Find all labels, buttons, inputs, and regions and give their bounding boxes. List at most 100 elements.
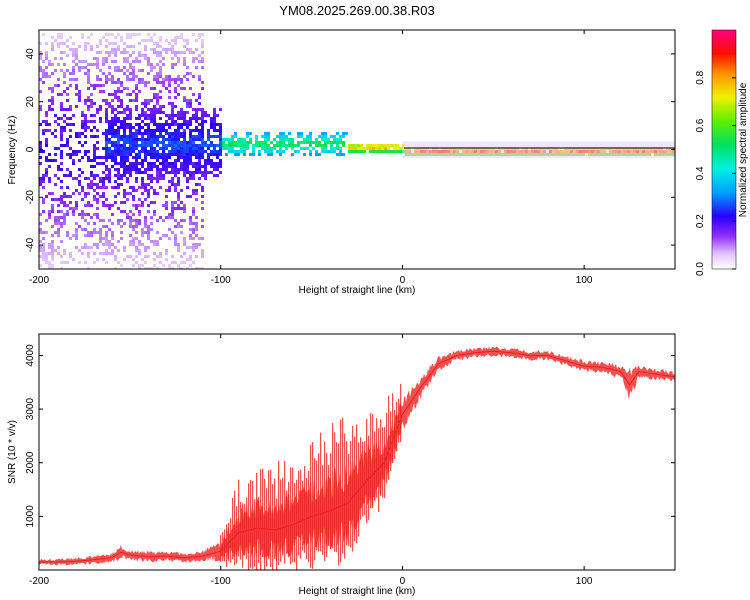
heatmap-cell xyxy=(144,261,147,264)
heatmap-cell xyxy=(105,33,108,36)
heatmap-halo xyxy=(564,141,568,158)
heatmap-cell xyxy=(120,90,123,93)
heatmap-cell xyxy=(171,261,174,264)
heatmap-cell xyxy=(213,114,216,117)
heatmap-halo xyxy=(657,141,661,158)
heatmap-cell xyxy=(111,78,114,81)
heatmap-cell xyxy=(72,60,75,63)
heatmap-cell xyxy=(306,138,309,141)
heatmap-cell xyxy=(108,219,111,222)
heatmap-cell xyxy=(75,189,78,192)
heatmap-cell xyxy=(54,249,57,252)
heatmap-cell xyxy=(177,111,180,114)
heatmap-cell xyxy=(303,141,306,144)
heatmap-cell xyxy=(156,75,159,78)
heatmap-cell xyxy=(168,141,171,144)
heatmap-cell xyxy=(120,165,123,168)
heatmap-cell xyxy=(117,48,120,51)
heatmap-cell xyxy=(123,153,126,156)
heatmap-cell xyxy=(129,210,132,213)
heatmap-cell xyxy=(159,168,162,171)
heatmap-cell xyxy=(162,63,165,66)
heatmap-cell xyxy=(63,174,66,177)
heatmap-cell xyxy=(198,96,201,99)
heatmap-cell xyxy=(279,153,282,156)
heatmap-cell xyxy=(171,171,174,174)
heatmap-cell xyxy=(126,36,129,39)
heatmap-cell xyxy=(144,267,147,269)
heatmap-cell xyxy=(54,198,57,201)
heatmap-cell xyxy=(342,153,345,156)
heatmap-cell xyxy=(102,186,105,189)
heatmap-cell xyxy=(51,87,54,90)
heatmap-cell xyxy=(357,147,360,150)
heatmap-cell xyxy=(270,141,273,144)
heatmap-cell xyxy=(189,159,192,162)
heatmap-cell xyxy=(51,225,54,228)
heatmap-cell xyxy=(393,147,396,150)
heatmap-cell xyxy=(186,195,189,198)
heatmap-cell xyxy=(189,156,192,159)
heatmap-cell xyxy=(114,108,117,111)
heatmap-cell xyxy=(102,192,105,195)
heatmap-cell xyxy=(168,186,171,189)
heatmap-cell xyxy=(192,138,195,141)
heatmap-halo xyxy=(423,141,427,158)
heatmap-cell xyxy=(189,144,192,147)
heatmap-cell xyxy=(177,144,180,147)
heatmap-cell xyxy=(108,177,111,180)
heatmap-cell xyxy=(282,150,285,153)
heatmap-halo xyxy=(453,141,457,158)
heatmap-cell xyxy=(90,171,93,174)
heatmap-cell xyxy=(324,135,327,138)
heatmap-cell xyxy=(189,147,192,150)
heatmap-cell xyxy=(66,231,69,234)
heatmap-cell xyxy=(57,198,60,201)
heatmap-cell xyxy=(180,147,183,150)
heatmap-cell xyxy=(129,192,132,195)
heatmap-cell xyxy=(144,54,147,57)
heatmap-cell xyxy=(186,111,189,114)
heatmap-cell xyxy=(336,132,339,135)
heatmap-cell xyxy=(105,108,108,111)
heatmap-cell xyxy=(63,195,66,198)
heatmap-cell xyxy=(48,87,51,90)
heatmap-cell xyxy=(135,57,138,60)
heatmap-cell xyxy=(81,210,84,213)
heatmap-cell xyxy=(84,150,87,153)
heatmap-cell xyxy=(39,105,42,108)
heatmap-cell xyxy=(222,141,225,144)
heatmap-cell xyxy=(93,195,96,198)
heatmap-cell xyxy=(336,141,339,144)
heatmap-cell xyxy=(294,144,297,147)
heatmap-cell xyxy=(201,114,204,117)
heatmap-cell xyxy=(159,45,162,48)
heatmap-cell xyxy=(183,75,186,78)
heatmap-cell xyxy=(291,147,294,150)
heatmap-cell xyxy=(108,141,111,144)
heatmap-cell xyxy=(48,75,51,78)
heatmap-cell xyxy=(195,165,198,168)
heatmap-cell xyxy=(99,108,102,111)
heatmap-cell xyxy=(171,204,174,207)
heatmap-cell xyxy=(231,150,234,153)
heatmap-cell xyxy=(93,177,96,180)
heatmap-cell xyxy=(162,156,165,159)
heatmap-cell xyxy=(195,192,198,195)
heatmap-cell xyxy=(273,138,276,141)
heatmap-halo xyxy=(591,141,595,158)
heatmap-cell xyxy=(123,222,126,225)
heatmap-cell xyxy=(210,120,213,123)
heatmap-cell xyxy=(129,168,132,171)
heatmap-cell xyxy=(348,144,351,147)
heatmap-cell xyxy=(132,240,135,243)
heatmap-cell xyxy=(96,45,99,48)
heatmap-cell xyxy=(105,240,108,243)
heatmap-cell xyxy=(96,75,99,78)
heatmap-cell xyxy=(123,135,126,138)
heatmap-cell xyxy=(129,141,132,144)
heatmap-cell xyxy=(48,252,51,255)
heatmap-cell xyxy=(114,60,117,63)
heatmap-cell xyxy=(105,168,108,171)
heatmap-cell xyxy=(189,72,192,75)
